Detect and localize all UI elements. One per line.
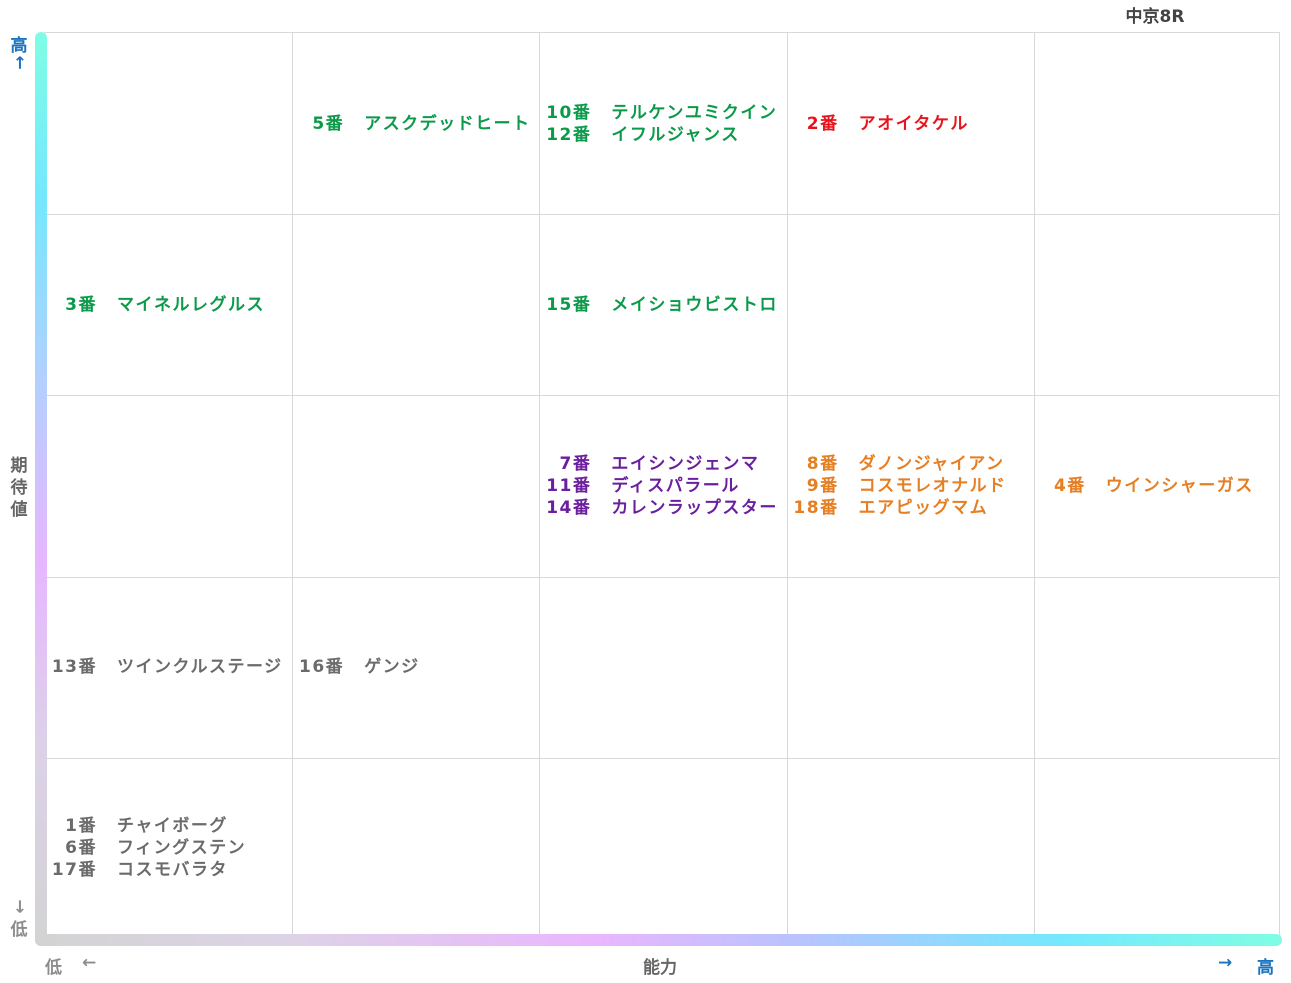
horse-number: 7番 (559, 453, 592, 474)
matrix-cell: 15番 メイショウビストロ (541, 214, 784, 395)
horse-number: 18番 (793, 497, 839, 518)
horse-entry: 14番 カレンラップスター (541, 497, 784, 519)
y-axis-high-arrow-icon: ← (9, 55, 30, 70)
matrix-cell: 5番 アスクデッドヒート (294, 33, 537, 214)
horse-number: 15番 (546, 294, 592, 315)
horse-number: 17番 (51, 860, 97, 881)
grid-line-horizontal (45, 395, 1279, 397)
horse-name: フィングステン (117, 838, 247, 859)
horse-name: イフルジャンス (611, 124, 740, 145)
grid-line-vertical (292, 33, 294, 937)
horse-entry: 13番 ツインクルステージ (47, 656, 290, 678)
matrix-cell: 10番 テルケンユミクイン 12番 イフルジャンス (541, 33, 784, 214)
horse-name: ディスパラール (611, 475, 740, 496)
matrix-cell: 4番 ウインシャーガス (1036, 395, 1279, 576)
horse-name: コスモバラタ (117, 860, 228, 881)
horse-entry: 1番 チャイボーグ (47, 815, 290, 837)
grid-line-horizontal (45, 757, 1279, 759)
horse-number: 12番 (546, 124, 592, 145)
x-axis-high-label: 高 (1257, 958, 1274, 978)
horse-entry: 9番 コスモレオナルド (789, 475, 1032, 497)
y-axis-low-label: 低 (10, 920, 28, 940)
horse-name: ウインシャーガス (1105, 475, 1254, 496)
horse-name: テルケンユミクイン (611, 102, 778, 123)
horse-entry: 5番 アスクデッドヒート (294, 113, 537, 135)
horse-number: 3番 (65, 294, 97, 315)
x-axis-gradient-bar (35, 934, 1282, 946)
horse-entry: 6番 フィングステン (47, 837, 290, 859)
horse-entry: 7番 エイシンジェンマ (541, 453, 784, 475)
horse-number: 13番 (51, 657, 97, 678)
horse-name: カレンラップスター (611, 497, 778, 518)
horse-name: コスモレオナルド (858, 475, 1007, 496)
x-axis-low-label: 低 (45, 958, 62, 978)
horse-entry: 17番 コスモバラタ (47, 859, 290, 881)
horse-number: 6番 (65, 838, 97, 859)
matrix-cell: 8番 ダノンジャイアン 9番 コスモレオナルド 18番 エアピッグマム (789, 395, 1032, 576)
horse-entry: 16番 ゲンジ (294, 656, 537, 678)
horse-entry: 11番 ディスパラール (541, 475, 784, 497)
horse-number: 5番 (312, 113, 345, 134)
horse-number: 9番 (806, 475, 839, 496)
y-axis-low-arrow-icon: → (9, 899, 30, 914)
x-axis-label: 能力 (643, 958, 677, 978)
x-axis-high-arrow-icon: → (1218, 953, 1233, 973)
horse-entry: 8番 ダノンジャイアン (789, 453, 1032, 475)
horse-entry: 10番 テルケンユミクイン (541, 102, 784, 124)
horse-entry: 4番 ウインシャーガス (1036, 475, 1279, 497)
horse-name: チャイボーグ (117, 816, 228, 837)
horse-name: ダノンジャイアン (858, 453, 1005, 474)
y-axis-high-label: 高 (10, 36, 28, 56)
matrix-cell: 2番 アオイタケル (789, 33, 1032, 214)
grid-line-vertical (1033, 33, 1035, 937)
matrix-cell: 3番 マイネルレグルス (47, 214, 290, 395)
matrix-cell: 7番 エイシンジェンマ 11番 ディスパラール 14番 カレンラップスター (541, 395, 784, 576)
grid-line-horizontal (45, 576, 1279, 578)
horse-name: メイショウビストロ (611, 294, 778, 315)
horse-name: エイシンジェンマ (611, 453, 760, 474)
horse-name: マイネルレグルス (117, 294, 265, 315)
horse-entry: 15番 メイショウビストロ (541, 294, 784, 316)
y-axis-label: 期待値 (10, 456, 28, 520)
matrix-cell: 1番 チャイボーグ 6番 フィングステン 17番 コスモバラタ (47, 758, 290, 939)
y-axis-gradient-bar (35, 32, 47, 946)
grid-line-vertical (786, 33, 788, 937)
horse-number: 8番 (806, 453, 839, 474)
horse-entry: 2番 アオイタケル (789, 113, 1032, 135)
horse-entry: 18番 エアピッグマム (789, 497, 1032, 519)
horse-number: 1番 (65, 816, 97, 837)
x-axis-low-arrow-icon: ← (82, 953, 97, 973)
horse-number: 16番 (299, 657, 345, 678)
horse-number: 4番 (1053, 475, 1086, 496)
matrix-grid: 5番 アスクデッドヒート 10番 テルケンユミクイン 12番 イフルジャンス 2番 アオイタケ… (44, 32, 1280, 938)
horse-name: ゲンジ (364, 657, 420, 678)
horse-name: アスクデッドヒート (364, 113, 531, 134)
horse-number: 2番 (806, 113, 839, 134)
matrix-cell: 16番 ゲンジ (294, 577, 537, 758)
grid-line-horizontal (45, 214, 1279, 216)
horse-entry: 12番 イフルジャンス (541, 124, 784, 146)
horse-name: エアピッグマム (858, 497, 989, 518)
race-title: 中京8R (1125, 7, 1185, 27)
horse-number: 14番 (546, 497, 592, 518)
horse-entry: 3番 マイネルレグルス (47, 294, 290, 316)
horse-number: 10番 (546, 102, 592, 123)
horse-name: アオイタケル (858, 113, 969, 134)
matrix-cell: 13番 ツインクルステージ (47, 577, 290, 758)
grid-line-vertical (539, 33, 541, 937)
horse-number: 11番 (546, 475, 592, 496)
horse-name: ツインクルステージ (117, 657, 283, 678)
